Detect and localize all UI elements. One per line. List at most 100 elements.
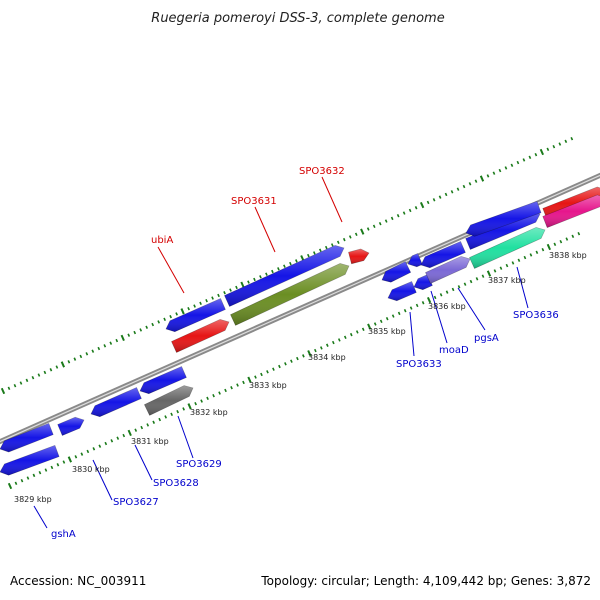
major-tick (180, 308, 185, 315)
minor-tick (115, 338, 119, 343)
minor-tick (516, 160, 520, 165)
minor-tick (474, 179, 478, 183)
minor-tick (302, 354, 305, 358)
minor-tick (74, 455, 78, 459)
outer-tick-track (0, 137, 574, 395)
minor-tick (253, 277, 256, 282)
minor-tick (157, 320, 161, 324)
ruler-label: 3836 kbp (428, 302, 466, 311)
gene-features (0, 186, 600, 476)
minor-tick (295, 259, 298, 263)
minor-tick (534, 152, 538, 157)
gene-label-pgsA[interactable]: pgsA (474, 333, 499, 344)
label-connector (457, 287, 486, 331)
minor-tick (145, 325, 149, 329)
label-connector (33, 505, 48, 529)
ruler-label: 3837 kbp (488, 276, 526, 285)
gene-feature[interactable] (348, 248, 370, 265)
minor-tick (20, 478, 24, 483)
minor-tick (337, 338, 341, 342)
minor-tick (7, 386, 11, 391)
gene-feature[interactable] (420, 241, 466, 269)
gene-label-spo3633[interactable]: SPO3633 (396, 359, 442, 370)
minor-tick (199, 301, 202, 306)
gene-feature[interactable] (542, 194, 600, 228)
minor-tick (348, 235, 352, 239)
minor-tick (97, 346, 101, 351)
minor-tick (457, 285, 461, 289)
gene-feature[interactable] (469, 227, 546, 269)
minor-tick (552, 144, 556, 149)
gene-feature[interactable] (230, 263, 350, 326)
gene-feature[interactable] (90, 387, 142, 418)
minor-tick (272, 367, 275, 371)
minor-tick (517, 258, 521, 262)
minor-tick (553, 242, 557, 247)
gene-label-ubiA[interactable]: ubiA (151, 235, 173, 246)
minor-tick (373, 322, 377, 326)
minor-tick (349, 332, 353, 337)
major-tick (479, 175, 485, 182)
gene-label-spo3628[interactable]: SPO3628 (153, 478, 199, 489)
major-tick (486, 270, 492, 277)
minor-tick (254, 375, 257, 379)
minor-tick (372, 224, 376, 229)
gene-feature[interactable] (139, 366, 187, 395)
gene-label-spo3636[interactable]: SPO3636 (513, 310, 559, 321)
major-tick (360, 228, 365, 235)
minor-tick (535, 250, 539, 254)
minor-tick (260, 372, 263, 377)
gene-feature[interactable] (387, 281, 417, 302)
gene-feature[interactable] (425, 256, 471, 284)
major-tick (120, 334, 125, 342)
minor-tick (505, 263, 509, 268)
minor-tick (25, 378, 29, 383)
minor-tick (98, 444, 102, 448)
minor-tick (314, 348, 317, 353)
gene-feature[interactable] (57, 416, 85, 436)
minor-tick (200, 399, 203, 403)
gene-feature[interactable] (407, 253, 423, 268)
ruler-label: 3829 kbp (14, 495, 52, 504)
gene-label-spo3627[interactable]: SPO3627 (113, 497, 159, 508)
gene-label-moaD[interactable]: moaD (439, 345, 469, 356)
minor-tick (571, 234, 575, 239)
ruler-label: 3833 kbp (249, 381, 287, 390)
gene-label-spo3631[interactable]: SPO3631 (231, 196, 277, 207)
minor-tick (19, 381, 23, 385)
minor-tick (564, 139, 568, 144)
minor-tick (331, 340, 335, 345)
minor-tick (211, 296, 214, 300)
major-tick (307, 350, 312, 357)
gene-feature[interactable] (143, 385, 194, 416)
major-tick (240, 281, 245, 288)
minor-tick (284, 362, 287, 366)
gene-feature[interactable] (0, 445, 60, 476)
gene-feature[interactable] (165, 298, 226, 333)
minor-tick (151, 322, 155, 327)
minor-tick (247, 280, 250, 284)
major-tick (546, 243, 552, 251)
gene-feature[interactable] (0, 423, 54, 453)
ruler-label: 3835 kbp (368, 327, 406, 336)
gene-feature[interactable] (381, 261, 412, 283)
gene-feature[interactable] (171, 319, 230, 353)
gene-feature[interactable] (465, 200, 542, 237)
minor-tick (278, 364, 281, 369)
label-connectors (33, 176, 529, 529)
minor-tick (242, 380, 245, 385)
gene-feature[interactable] (224, 245, 345, 307)
minor-tick (324, 245, 328, 250)
minor-tick (390, 216, 394, 221)
minor-tick (218, 391, 221, 395)
minor-tick (313, 251, 316, 255)
minor-tick (336, 240, 340, 244)
gene-label-spo3629[interactable]: SPO3629 (176, 459, 222, 470)
minor-tick (546, 147, 550, 152)
major-tick (127, 429, 132, 437)
gene-label-gshA[interactable]: gshA (51, 529, 76, 540)
major-tick (247, 376, 252, 383)
minor-tick (50, 465, 54, 470)
gene-label-spo3632[interactable]: SPO3632 (299, 166, 345, 177)
minor-tick (134, 428, 138, 432)
